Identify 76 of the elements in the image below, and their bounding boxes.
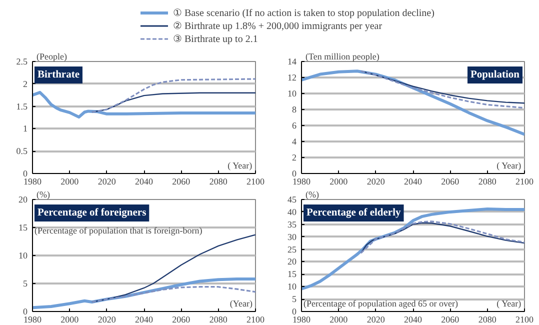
y-tick-label: 15 xyxy=(18,222,28,232)
x-tick-label: 2060 xyxy=(172,176,191,186)
x-tick-label: 2000 xyxy=(60,176,80,186)
legend-label: ③ Birthrate up to 2.1 xyxy=(173,32,258,45)
x-tick-label: 1980 xyxy=(24,314,42,324)
y-tick-label: 8 xyxy=(292,104,297,114)
x-tick-label: 2040 xyxy=(404,176,422,186)
x-tick-label: 2080 xyxy=(209,176,228,186)
x-tick-label: 2060 xyxy=(441,314,460,324)
y-tick-label: 4 xyxy=(292,136,297,146)
x-tick-label: 2020 xyxy=(366,314,386,324)
line-series xyxy=(32,90,256,119)
x-tick-label: 2040 xyxy=(404,314,422,324)
y-tick-label: 1 xyxy=(23,124,28,134)
x-tick-label: 2020 xyxy=(98,176,116,186)
x-tick-label: 2060 xyxy=(172,314,191,324)
y-tick-label: 20 xyxy=(18,194,28,204)
y-tick-label: 2 xyxy=(292,152,296,162)
y-tick-label: 35 xyxy=(288,219,297,230)
x-tick-label: 2000 xyxy=(330,176,348,186)
x-axis-title: ( Year) xyxy=(496,160,522,170)
x-axis-title: ( Year) xyxy=(228,160,252,170)
y-tick-label: 10 xyxy=(288,88,297,98)
y-tick-label: 20 xyxy=(288,256,297,267)
y-tick-label: 15 xyxy=(288,269,297,280)
y-tick-label: 0 xyxy=(23,168,28,178)
legend-label: ① Base scenario (If no action is taken to stop population decline) xyxy=(173,6,434,19)
y-tick-label: 10 xyxy=(18,250,28,260)
x-tick-label: 2020 xyxy=(98,314,116,324)
x-tick-label: 2080 xyxy=(209,314,228,324)
text: (Percentage of population that is foreign-born) xyxy=(34,226,202,236)
x-axis-title: ( Year) xyxy=(496,298,522,308)
text: Population xyxy=(470,70,520,80)
y-tick-label: 14 xyxy=(288,56,297,66)
x-tick-label: 1980 xyxy=(292,176,311,186)
x-tick-label: 2060 xyxy=(441,176,460,186)
y-tick-label: 0 xyxy=(292,168,297,178)
x-tick-label: 2100 xyxy=(246,314,265,324)
x-tick-label: 2100 xyxy=(516,314,534,324)
y-tick-label: 45 xyxy=(288,194,297,204)
y-tick-label: 30 xyxy=(288,232,297,242)
y-tick-label: 12 xyxy=(288,72,296,82)
y-tick-label: 25 xyxy=(288,244,297,254)
x-tick-label: 2080 xyxy=(478,176,497,186)
x-tick-label: 1980 xyxy=(24,176,42,186)
y-axis-title: (People) xyxy=(36,52,67,62)
x-tick-label: 2040 xyxy=(135,176,154,186)
x-tick-label: 2040 xyxy=(135,314,154,324)
x-tick-label: 2100 xyxy=(516,176,534,186)
y-tick-label: 2.5 xyxy=(16,56,28,66)
y-tick-label: 0.5 xyxy=(16,146,28,156)
x-tick-label: 1980 xyxy=(292,314,311,324)
y-tick-label: 10 xyxy=(288,282,297,292)
x-tick-label: 2020 xyxy=(366,176,386,186)
y-axis-title: (Ten million people) xyxy=(306,52,380,62)
x-axis-title: (Year) xyxy=(230,298,253,308)
y-axis-title: (%) xyxy=(306,190,319,200)
line-series xyxy=(91,78,256,113)
x-tick-label: 2080 xyxy=(478,314,497,324)
y-tick-label: 6 xyxy=(292,120,297,130)
y-tick-label: 2 xyxy=(23,78,28,89)
x-tick-label: 2100 xyxy=(246,176,265,186)
y-tick-label: 5 xyxy=(292,294,297,304)
y-tick-label: 5 xyxy=(23,278,28,288)
y-axis-title: (%) xyxy=(36,190,50,200)
x-tick-label: 2000 xyxy=(330,314,348,324)
y-tick-label: 40 xyxy=(288,206,297,217)
x-tick-label: 2000 xyxy=(60,314,80,324)
text: (Percentage of population aged 65 or over) xyxy=(304,298,458,308)
y-tick-label: 1.5 xyxy=(16,101,28,112)
y-tick-label: 0 xyxy=(292,306,297,316)
y-tick-label: 0 xyxy=(23,306,28,316)
legend-label: ② Birthrate up 1.8% + 200,000 immigrants per year xyxy=(173,20,382,32)
text: Percentage of elderly xyxy=(306,208,402,218)
text: Percentage of foreigners xyxy=(38,208,146,218)
text: Birthrate xyxy=(38,70,80,80)
